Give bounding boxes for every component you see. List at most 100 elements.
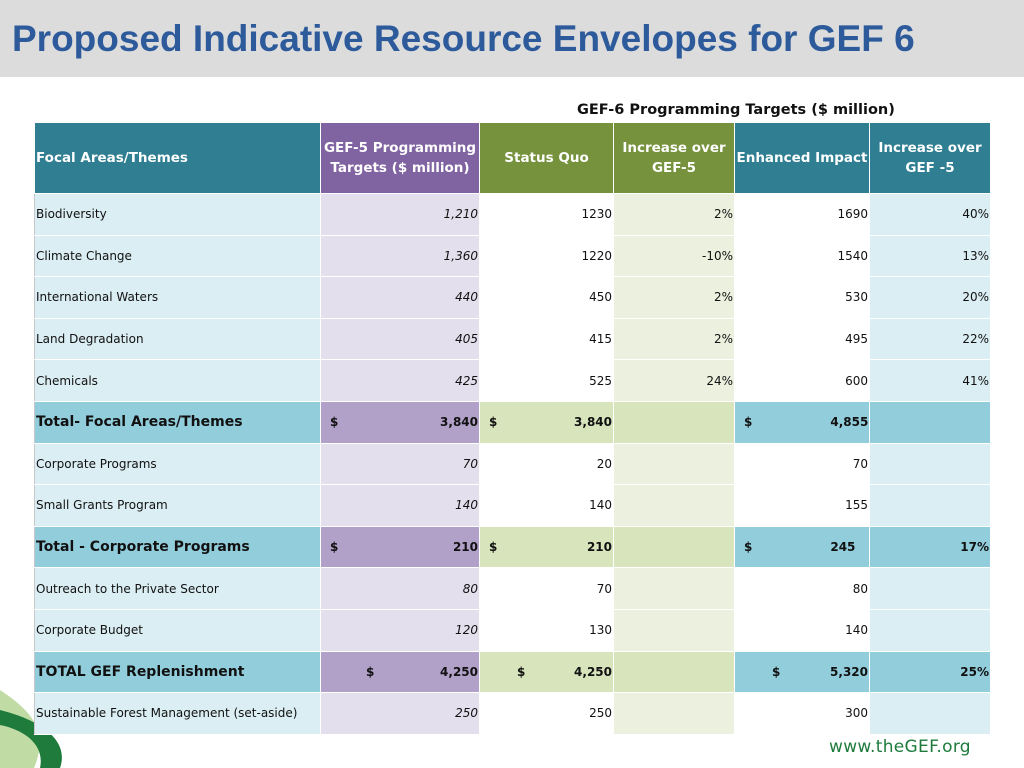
increase-status-quo-value: [613, 525, 735, 569]
status-quo-value: 4,250: [574, 664, 612, 679]
status-quo-value: 1230: [479, 193, 614, 236]
enhanced-value: 140: [734, 608, 870, 652]
increase-enhanced-value: 40%: [869, 193, 991, 236]
status-quo-value: 210: [586, 540, 612, 555]
increase-status-quo-value: [613, 400, 735, 444]
total-row-gef-replenishment: TOTAL GEF Replenishment $4,250 $4,250 $5…: [34, 650, 991, 694]
row-label: Outreach to the Private Sector: [34, 567, 321, 610]
enhanced-value: 155: [734, 484, 870, 527]
gef5-total-cell: $4,250: [320, 650, 480, 694]
enhanced-total-cell: $4,855: [734, 400, 870, 444]
gef5-value: 3,840: [440, 415, 478, 430]
enhanced-value: 1690: [734, 193, 870, 236]
increase-status-quo-value: [613, 484, 735, 527]
table-row: Corporate Budget 120 130 140: [34, 608, 991, 652]
status-quo-value: 525: [479, 359, 614, 402]
row-label: Chemicals: [34, 359, 321, 402]
status-quo-value: 20: [479, 442, 614, 486]
table-row: Outreach to the Private Sector 80 70 80: [34, 567, 991, 610]
increase-enhanced-value: [869, 567, 991, 610]
col-header-focal-areas: Focal Areas/Themes: [34, 122, 321, 194]
currency-symbol: $: [366, 664, 375, 679]
increase-enhanced-value: 22%: [869, 317, 991, 361]
col-header-increase-enhanced: Increase over GEF -5: [869, 122, 991, 194]
status-quo-total-cell: $4,250: [479, 650, 614, 694]
increase-status-quo-value: [613, 442, 735, 486]
status-quo-total-cell: $3,840: [479, 400, 614, 444]
swoosh-decoration: [0, 690, 62, 768]
gef5-value: 440: [320, 276, 480, 319]
increase-enhanced-value: 13%: [869, 234, 991, 278]
enhanced-value: 530: [734, 276, 870, 319]
enhanced-value: 70: [734, 442, 870, 486]
increase-enhanced-value: [869, 400, 991, 444]
status-quo-value: 140: [479, 484, 614, 527]
col-header-increase-status-quo: Increase over GEF-5: [613, 122, 735, 194]
gef5-value: 120: [320, 608, 480, 652]
enhanced-total-cell: $5,320: [734, 650, 870, 694]
gef5-value: 1,360: [320, 234, 480, 278]
enhanced-value: 1540: [734, 234, 870, 278]
table-row: Small Grants Program 140 140 155: [34, 484, 991, 527]
currency-symbol: $: [489, 540, 498, 555]
table-row: Land Degradation 405 415 2% 495 22%: [34, 317, 991, 361]
gef5-value: 80: [320, 567, 480, 610]
increase-enhanced-value: 17%: [869, 525, 991, 569]
currency-symbol: $: [744, 540, 753, 555]
status-quo-value: 70: [479, 567, 614, 610]
increase-enhanced-value: [869, 484, 991, 527]
gef5-value: 140: [320, 484, 480, 527]
increase-enhanced-value: [869, 608, 991, 652]
increase-status-quo-value: 2%: [613, 276, 735, 319]
row-label: International Waters: [34, 276, 321, 319]
increase-status-quo-value: [613, 650, 735, 694]
row-label: Total- Focal Areas/Themes: [34, 400, 321, 444]
status-quo-value: 415: [479, 317, 614, 361]
gef5-total-cell: $210: [320, 525, 480, 569]
enhanced-value: 300: [734, 692, 870, 735]
increase-status-quo-value: -10%: [613, 234, 735, 278]
row-label: Land Degradation: [34, 317, 321, 361]
currency-symbol: $: [489, 415, 498, 430]
currency-symbol: $: [330, 415, 339, 430]
gef5-value: 425: [320, 359, 480, 402]
currency-symbol: $: [772, 664, 781, 679]
table-row: Chemicals 425 525 24% 600 41%: [34, 359, 991, 402]
footer-website-link[interactable]: www.theGEF.org: [829, 737, 971, 757]
status-quo-value: 3,840: [574, 415, 612, 430]
table-header-row: Focal Areas/Themes GEF-5 Programming Tar…: [34, 122, 991, 194]
row-label: Biodiversity: [34, 193, 321, 236]
increase-status-quo-value: [613, 567, 735, 610]
gef6-targets-heading: GEF-6 Programming Targets ($ million): [577, 102, 895, 118]
table-row: International Waters 440 450 2% 530 20%: [34, 276, 991, 319]
increase-enhanced-value: 20%: [869, 276, 991, 319]
row-label: Sustainable Forest Management (set-aside…: [34, 692, 321, 735]
total-row-focal-areas: Total- Focal Areas/Themes $3,840 $3,840 …: [34, 400, 991, 444]
gef5-value: 210: [452, 540, 478, 555]
increase-enhanced-value: [869, 692, 991, 735]
gef5-value: 405: [320, 317, 480, 361]
col-header-enhanced-impact: Enhanced Impact: [734, 122, 870, 194]
enhanced-value: 495: [734, 317, 870, 361]
enhanced-value: 80: [734, 567, 870, 610]
gef5-value: 1,210: [320, 193, 480, 236]
table-row: Biodiversity 1,210 1230 2% 1690 40%: [34, 193, 991, 236]
enhanced-value: 245: [830, 540, 856, 555]
table-row: Climate Change 1,360 1220 -10% 1540 13%: [34, 234, 991, 278]
currency-symbol: $: [517, 664, 526, 679]
status-quo-value: 1220: [479, 234, 614, 278]
status-quo-value: 130: [479, 608, 614, 652]
table-row: Sustainable Forest Management (set-aside…: [34, 692, 991, 735]
increase-status-quo-value: 2%: [613, 317, 735, 361]
title-band: [0, 0, 1024, 77]
row-label: Corporate Programs: [34, 442, 321, 486]
page-title: Proposed Indicative Resource Envelopes f…: [12, 18, 915, 59]
total-row-corporate-programs: Total - Corporate Programs $210 $210 $24…: [34, 525, 991, 569]
row-label: Small Grants Program: [34, 484, 321, 527]
gef5-total-cell: $3,840: [320, 400, 480, 444]
row-label: Total - Corporate Programs: [34, 525, 321, 569]
col-header-gef5-targets: GEF-5 Programming Targets ($ million): [320, 122, 480, 194]
increase-enhanced-value: 25%: [869, 650, 991, 694]
increase-enhanced-value: 41%: [869, 359, 991, 402]
row-label: TOTAL GEF Replenishment: [34, 650, 321, 694]
